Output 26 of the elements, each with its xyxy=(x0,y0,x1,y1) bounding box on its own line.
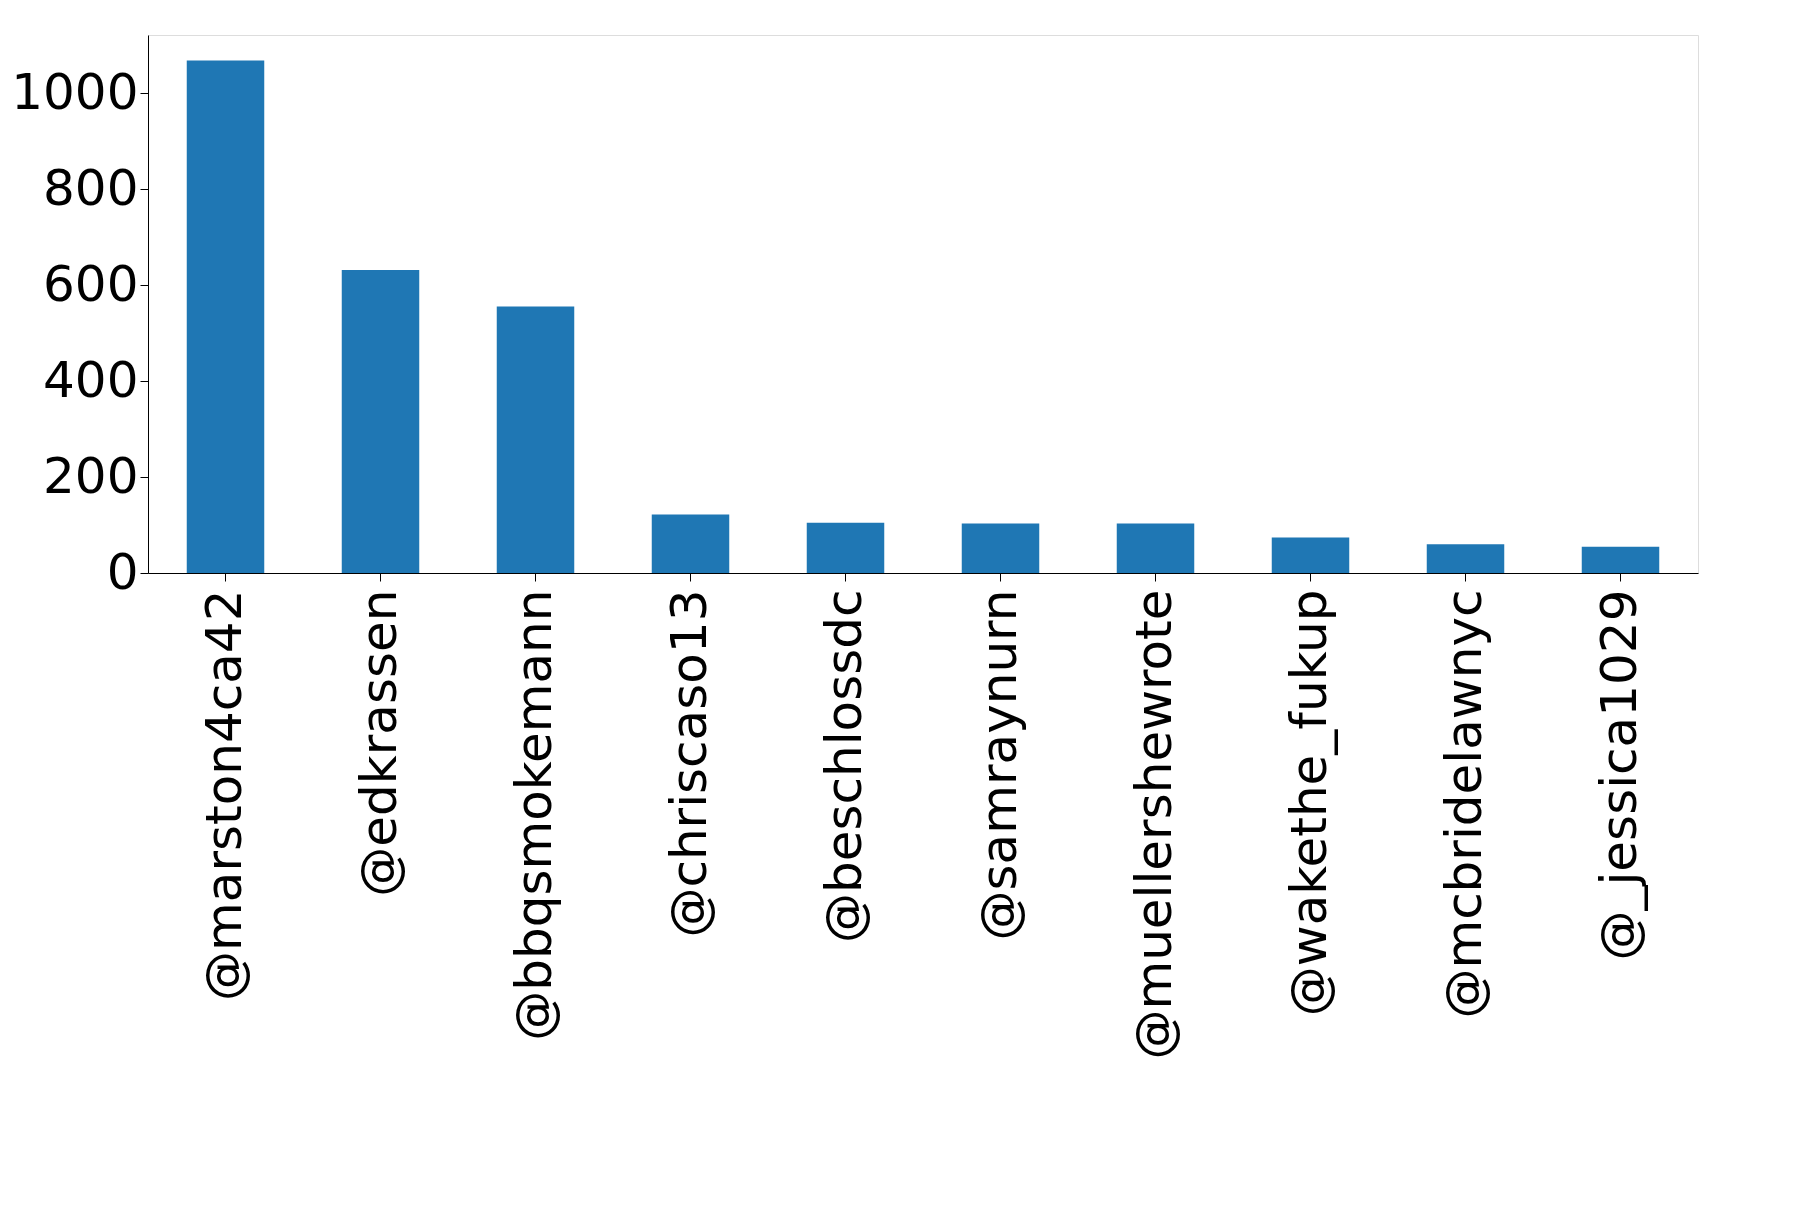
x-tick-label: @bbqsmokemann xyxy=(504,589,563,1041)
x-tick-label: @chriscaso13 xyxy=(659,589,718,938)
bar xyxy=(186,60,265,573)
bar xyxy=(961,523,1040,573)
y-tick-label: 0 xyxy=(106,542,139,601)
bar xyxy=(806,522,885,573)
x-tick-label: @beschlossdc xyxy=(814,589,873,944)
x-tick-label: @wakethe_fukup xyxy=(1279,589,1338,1017)
bar xyxy=(1426,544,1505,573)
x-tick-label: @marston4ca42 xyxy=(194,589,253,1001)
bar xyxy=(341,269,420,573)
y-tick-label: 600 xyxy=(43,254,139,313)
bar xyxy=(651,514,730,573)
y-tick-label: 1000 xyxy=(11,63,139,121)
bar xyxy=(496,306,575,573)
bar xyxy=(1581,546,1660,573)
x-tick-label: @muellershewrote xyxy=(1124,589,1183,1060)
x-tick-label: @mcbridelawnyc xyxy=(1434,589,1493,1019)
y-tick-label: 800 xyxy=(43,158,139,217)
x-tick-label: @edkrassen xyxy=(349,589,408,897)
x-tick-label: @samraynurn xyxy=(969,589,1028,941)
bar xyxy=(1271,537,1350,573)
y-tick-label: 400 xyxy=(43,350,139,409)
bar xyxy=(1116,523,1195,573)
y-tick-label: 200 xyxy=(43,446,139,505)
x-tick-label: @_jessica1029 xyxy=(1589,589,1648,961)
